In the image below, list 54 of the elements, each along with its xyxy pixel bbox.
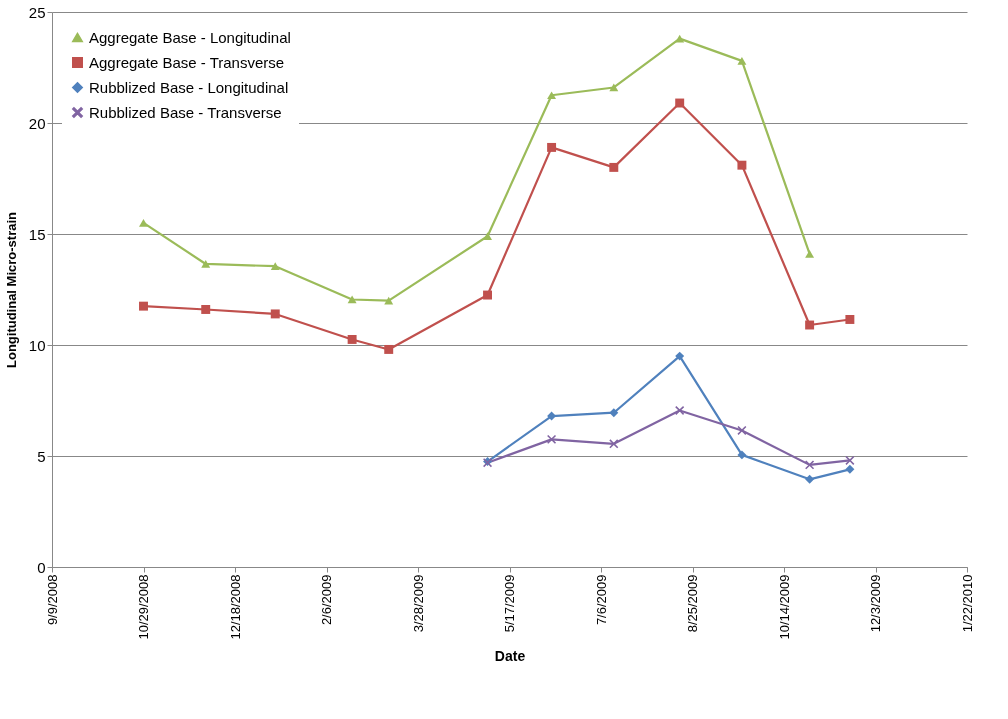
point xyxy=(845,315,855,324)
point xyxy=(547,434,557,444)
point xyxy=(675,351,685,361)
legend-label: Rubblized Base - Longitudinal xyxy=(89,78,289,96)
x-tick-label: 12/3/2009 xyxy=(868,574,883,633)
point xyxy=(675,34,685,43)
point xyxy=(547,91,557,100)
point xyxy=(737,426,747,435)
x-tick-label: 2/6/2009 xyxy=(319,574,334,626)
x-tick-label: 7/6/2009 xyxy=(593,574,609,626)
point xyxy=(139,219,148,227)
y-tick-label: 0 xyxy=(37,558,46,576)
point xyxy=(805,474,815,484)
point xyxy=(201,305,211,314)
point xyxy=(737,450,747,460)
y-tick-label: 25 xyxy=(28,3,46,21)
y-axis-title: Longitudinal Micro-strain xyxy=(3,211,19,368)
point xyxy=(737,56,747,65)
point xyxy=(845,455,855,465)
x-axis-title: Date xyxy=(494,647,526,664)
x-tick-label: 9/9/2008 xyxy=(44,574,60,626)
y-tick-label: 20 xyxy=(28,114,46,132)
point xyxy=(845,464,855,474)
x-tick-label: 10/29/2008 xyxy=(136,574,151,640)
x-tick-label: 5/17/2009 xyxy=(502,574,517,633)
legend-label: Aggregate Base - Transverse xyxy=(89,53,285,71)
x-tick-label: 1/22/2010 xyxy=(959,574,975,633)
y-tick-label: 5 xyxy=(37,447,46,465)
point xyxy=(609,162,619,172)
point xyxy=(675,406,685,415)
x-tick-label: 8/25/2009 xyxy=(685,574,700,633)
point xyxy=(609,439,619,449)
point xyxy=(805,250,815,258)
point xyxy=(384,344,394,354)
point xyxy=(201,260,211,268)
x-tick-label: 12/18/2008 xyxy=(227,574,243,640)
point xyxy=(805,460,815,470)
point xyxy=(547,142,557,152)
y-tick-label: 10 xyxy=(28,336,46,354)
legend-label: Rubblized Base - Transverse xyxy=(89,103,282,121)
point xyxy=(609,408,619,418)
point xyxy=(805,320,815,330)
x-tick-label: 3/28/2009 xyxy=(410,574,426,633)
legend-label: Aggregate Base - Longitudinal xyxy=(89,28,291,46)
point xyxy=(347,334,357,344)
point xyxy=(483,232,493,241)
point xyxy=(139,301,148,311)
point xyxy=(483,290,493,300)
point xyxy=(675,98,685,108)
point xyxy=(737,160,747,170)
point xyxy=(270,262,280,271)
x-tick-label: 10/14/2009 xyxy=(776,574,792,640)
point xyxy=(270,309,280,319)
y-tick-label: 15 xyxy=(28,225,46,243)
